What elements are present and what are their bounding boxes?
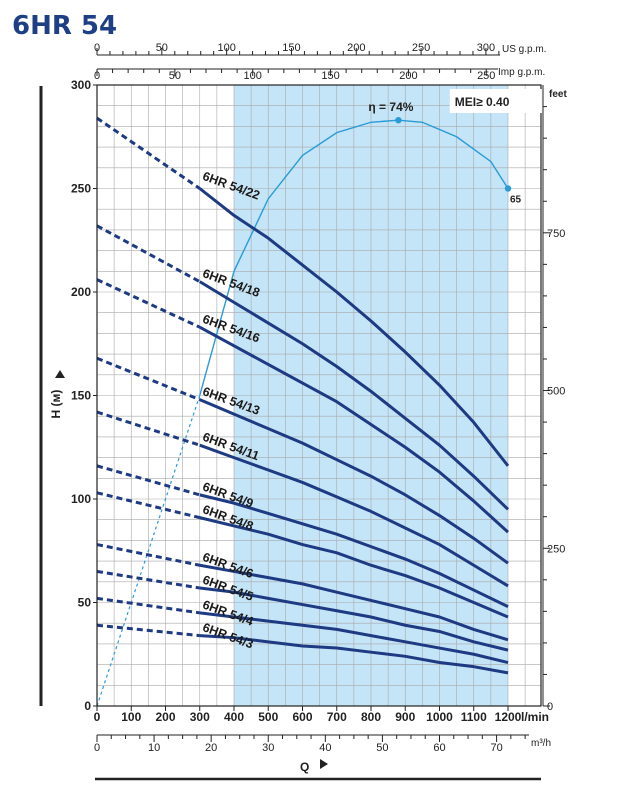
pump-curve-extrapolated <box>96 278 201 329</box>
y-tick-label: 50 <box>78 596 92 610</box>
pump-curve <box>199 634 509 675</box>
impgpm-tick-label: 150 <box>321 70 339 82</box>
pump-curve <box>199 516 509 619</box>
m3h-tick-label: 0 <box>94 742 100 754</box>
pump-curve <box>199 443 509 588</box>
x-tick-label: 500 <box>258 710 278 724</box>
arrow-right-icon <box>320 759 328 769</box>
y-tick-label: 250 <box>71 182 91 196</box>
impgpm-tick-label: 50 <box>169 70 181 82</box>
feet-tick-label: 750 <box>547 228 565 240</box>
x-unit-label: l/min <box>521 710 549 724</box>
impgpm-tick-label: 250 <box>477 70 495 82</box>
feet-tick-label: 0 <box>547 701 553 713</box>
impgpm-tick-label: 200 <box>399 70 417 82</box>
pump-curve-extrapolated <box>96 623 200 638</box>
efficiency-curve-extrapolated <box>96 395 201 707</box>
x-tick-label: 200 <box>155 710 175 724</box>
pump-curve <box>199 563 509 642</box>
pump-curve-extrapolated <box>96 569 200 590</box>
pump-curve-extrapolated <box>96 356 201 402</box>
usgpm-tick-label: 50 <box>156 42 168 54</box>
pump-curve-extrapolated <box>96 116 201 190</box>
x-tick-label: 700 <box>327 710 347 724</box>
impgpm-unit-label: Imp g.p.m. <box>498 67 545 78</box>
x-axis-label: Q <box>300 760 309 774</box>
x-tick-label: 900 <box>395 710 415 724</box>
efficiency-end-marker <box>504 185 512 192</box>
x-tick-label: 1200 <box>495 710 522 724</box>
m3h-tick-label: 60 <box>433 742 445 754</box>
impgpm-tick-label: 0 <box>94 70 100 82</box>
m3h-tick-label: 30 <box>262 742 274 754</box>
pump-curve <box>198 187 510 467</box>
x-tick-label: 600 <box>292 710 312 724</box>
pump-curve-extrapolated <box>96 596 200 615</box>
feet-tick-label: 250 <box>547 543 565 555</box>
pump-curve <box>199 325 510 534</box>
y-axis-label: H (м) <box>49 390 63 419</box>
efficiency-curve <box>199 119 509 396</box>
efficiency-peak-label: η = 74% <box>368 100 413 114</box>
x-tick-label: 800 <box>361 710 381 724</box>
x-tick-label: 0 <box>94 710 101 724</box>
y-tick-label: 100 <box>71 492 91 506</box>
usgpm-tick-label: 200 <box>347 42 365 54</box>
pump-curve-extrapolated <box>96 464 201 497</box>
x-tick-label: 400 <box>224 710 244 724</box>
pump-curve <box>199 611 509 664</box>
chart-title: 6HR 54 <box>12 11 117 41</box>
usgpm-tick-label: 150 <box>282 42 300 54</box>
mei-box <box>449 89 542 113</box>
x-tick-label: 1000 <box>426 710 453 724</box>
usgpm-tick-label: 300 <box>477 42 495 54</box>
efficiency-end-label: 65 <box>510 195 522 206</box>
pump-curve <box>199 493 509 608</box>
m3h-tick-label: 50 <box>376 742 388 754</box>
y-tick-label: 200 <box>71 285 91 299</box>
m3h-unit-label: m³/h <box>531 738 551 749</box>
efficiency-peak-marker <box>395 116 402 124</box>
impgpm-tick-label: 100 <box>244 70 262 82</box>
usgpm-tick-label: 0 <box>94 42 100 54</box>
m3h-tick-label: 10 <box>148 742 160 754</box>
x-tick-label: 300 <box>190 710 210 724</box>
y-tick-label: 300 <box>71 78 91 92</box>
pump-curve-extrapolated <box>96 491 201 520</box>
pump-curve <box>198 280 510 511</box>
arrow-up-icon <box>55 370 65 378</box>
usgpm-unit-label: US g.p.m. <box>502 44 546 55</box>
usgpm-tick-label: 100 <box>217 42 235 54</box>
m3h-tick-label: 70 <box>490 742 502 754</box>
y-tick-label: 0 <box>84 699 91 713</box>
feet-unit-label: feet <box>549 89 567 100</box>
x-tick-label: 100 <box>121 710 141 724</box>
mei-label: MEI≥ 0.40 <box>455 95 510 109</box>
pump-curve-extrapolated <box>96 410 201 447</box>
pump-curve-extrapolated <box>96 543 201 567</box>
usgpm-tick-label: 250 <box>412 42 430 54</box>
y-tick-label: 150 <box>71 389 91 403</box>
pump-curve <box>199 398 509 565</box>
feet-tick-label: 500 <box>547 386 565 398</box>
m3h-tick-label: 20 <box>205 742 217 754</box>
pump-curve <box>199 586 509 652</box>
m3h-tick-label: 40 <box>319 742 331 754</box>
x-tick-label: 1100 <box>461 710 487 724</box>
